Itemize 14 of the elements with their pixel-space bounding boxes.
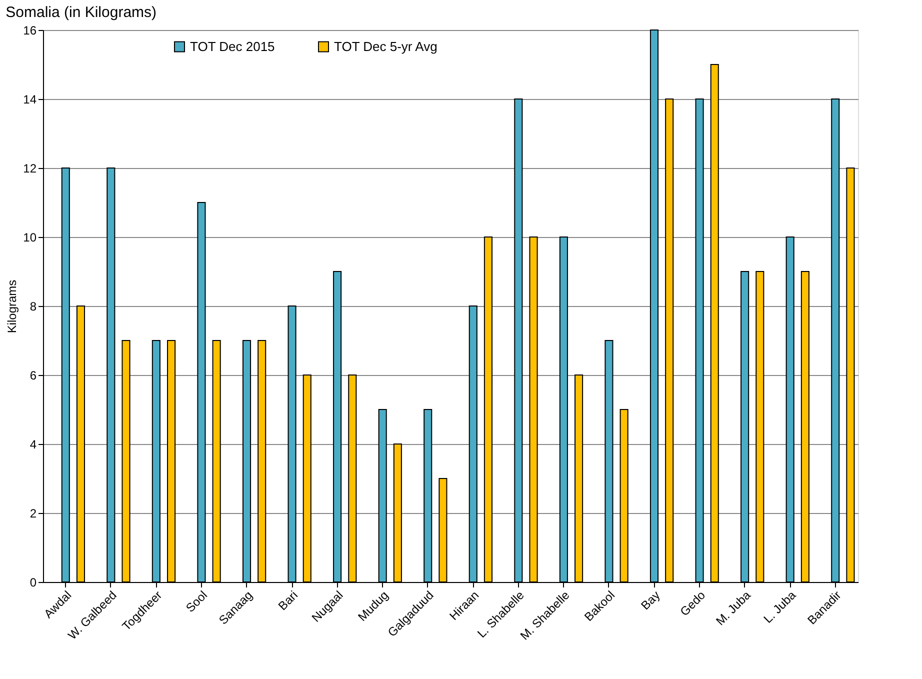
y-tick-label: 14 [23, 92, 37, 106]
y-tick-label: 6 [30, 368, 37, 382]
y-axis-title: Kilograms [5, 280, 20, 334]
y-tick-label: 16 [23, 24, 37, 38]
legend-label: TOT Dec 2015 [190, 38, 275, 54]
legend-label: TOT Dec 5-yr Avg [334, 38, 438, 54]
chart-title: Somalia (in Kilograms) [6, 4, 157, 21]
y-tick-label: 4 [30, 438, 37, 452]
y-tick-label: 0 [30, 576, 37, 590]
y-tick-label: 2 [30, 506, 37, 520]
y-tick-label: 10 [23, 230, 37, 244]
y-tick-label: 8 [30, 300, 37, 314]
x-tick-label: Bay [638, 588, 663, 613]
y-tick-label: 12 [23, 162, 37, 176]
